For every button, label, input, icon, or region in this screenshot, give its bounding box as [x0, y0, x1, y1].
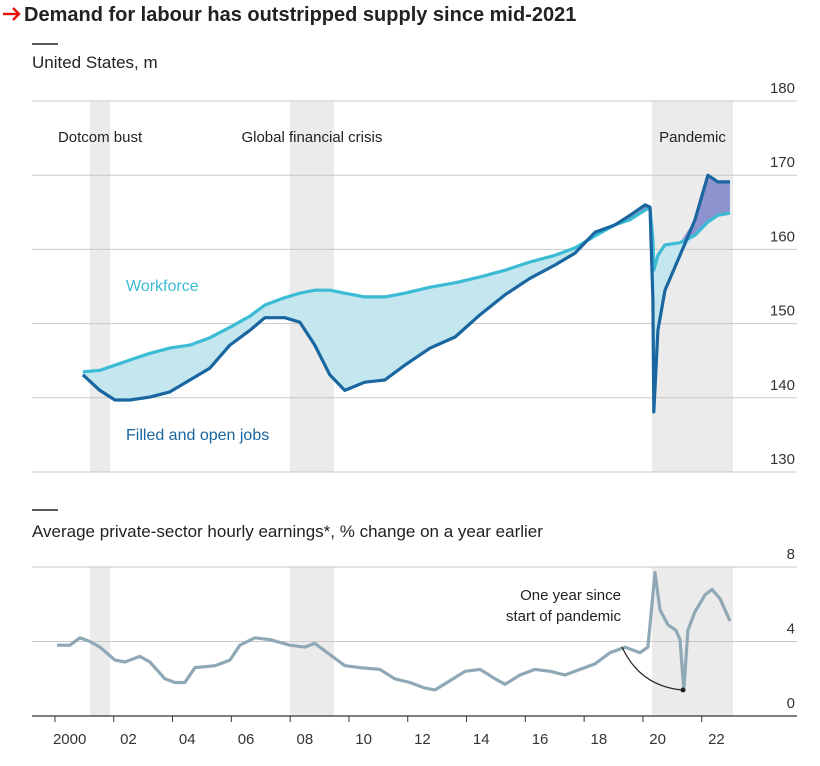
- series-line: [57, 571, 732, 692]
- title-arrow: [3, 7, 21, 21]
- shaded-period: [89, 101, 111, 472]
- period-label: Pandemic: [659, 129, 726, 146]
- y-tick-label: 8: [787, 546, 795, 563]
- x-tick-label: 16: [532, 731, 549, 748]
- gap-area: [82, 207, 730, 412]
- shaded-period: [289, 101, 334, 472]
- panel-subtitle: Average private-sector hourly earnings*,…: [32, 522, 543, 541]
- series-label: Workforce: [126, 278, 199, 295]
- x-tick-label: 22: [708, 731, 725, 748]
- y-tick-label: 160: [770, 228, 795, 245]
- y-tick-label: 180: [770, 80, 795, 97]
- x-tick-label: 20: [649, 731, 666, 748]
- y-tick-label: 150: [770, 303, 795, 320]
- x-tick-label: 06: [238, 731, 255, 748]
- period-label: Dotcom bust: [58, 129, 143, 146]
- x-tick-label: 12: [414, 731, 431, 748]
- series-line: [82, 206, 731, 374]
- x-tick-label: 04: [179, 731, 196, 748]
- x-tick-label: 14: [473, 731, 490, 748]
- y-tick-label: 0: [787, 695, 795, 712]
- x-tick-label: 08: [296, 731, 313, 748]
- chart-title: Demand for labour has outstripped supply…: [24, 4, 576, 26]
- annotation-arrow: [621, 646, 683, 691]
- x-tick-label: 10: [355, 731, 372, 748]
- panel-subtitle: United States, m: [32, 53, 158, 72]
- annotation: start of pandemic: [506, 608, 622, 625]
- annotation-dot: [680, 687, 686, 693]
- y-tick-label: 130: [770, 451, 795, 468]
- y-tick-label: 4: [787, 621, 795, 638]
- x-tick-label: 2000: [53, 731, 86, 748]
- plot-panel: Dotcom bust Global financial crisis Pandem…: [32, 80, 797, 473]
- series-line: [81, 173, 730, 414]
- period-label: Global financial crisis: [241, 129, 382, 146]
- x-tick-label: 02: [120, 731, 137, 748]
- annotation: One year since: [520, 587, 621, 604]
- x-tick-label: 18: [590, 731, 607, 748]
- plots: Dotcom bust Global financial crisis Pandem…: [32, 80, 797, 748]
- y-tick-label: 140: [770, 377, 795, 394]
- y-tick-label: 170: [770, 154, 795, 171]
- series-label: Filled and open jobs: [126, 427, 269, 444]
